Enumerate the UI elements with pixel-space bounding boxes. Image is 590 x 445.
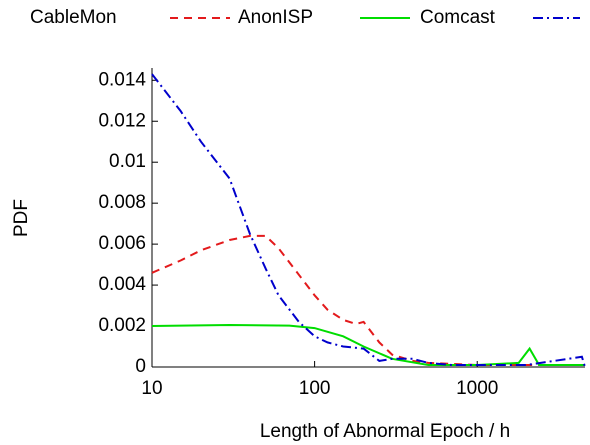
y-tick-label: 0.002 xyxy=(98,315,146,336)
x-axis-label: Length of Abnormal Epoch / h xyxy=(260,421,510,442)
y-tick-label: 0.008 xyxy=(98,192,146,213)
y-tick-label: 0.014 xyxy=(98,69,146,90)
y-axis-label: PDF xyxy=(11,199,32,237)
y-tick-label: 0 xyxy=(135,356,146,377)
series-line xyxy=(151,73,586,368)
legend-label: Comcast xyxy=(420,7,496,28)
x-tick-label: 10 xyxy=(141,378,162,399)
legend-label: CableMon xyxy=(30,7,117,28)
series-line xyxy=(151,234,585,366)
legend-label: AnonISP xyxy=(238,7,313,28)
x-tick-label: 1000 xyxy=(456,378,498,399)
x-tick-label: 100 xyxy=(299,378,331,399)
y-tick-label: 0.01 xyxy=(109,151,146,172)
y-tick-label: 0.004 xyxy=(98,274,146,295)
series-line xyxy=(151,323,585,366)
y-tick-label: 0.006 xyxy=(98,233,146,254)
y-tick-label: 0.012 xyxy=(98,110,146,131)
